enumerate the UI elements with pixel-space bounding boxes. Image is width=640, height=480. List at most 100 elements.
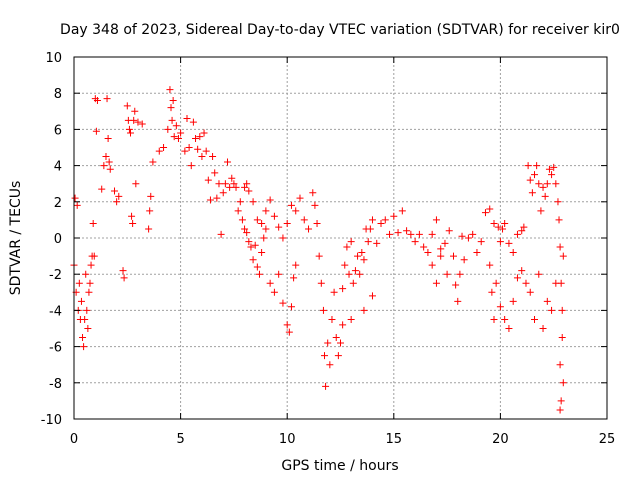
data-point bbox=[249, 256, 257, 264]
data-point bbox=[266, 196, 274, 204]
data-point bbox=[213, 194, 221, 202]
data-point bbox=[258, 220, 266, 228]
data-point bbox=[132, 180, 140, 188]
data-point bbox=[377, 220, 385, 228]
data-point bbox=[343, 243, 351, 251]
data-point bbox=[332, 334, 340, 342]
data-point bbox=[189, 118, 197, 126]
data-point bbox=[86, 279, 94, 287]
data-point bbox=[445, 227, 453, 235]
data-point bbox=[253, 216, 261, 224]
data-point bbox=[501, 315, 509, 323]
data-point bbox=[496, 303, 504, 311]
data-point bbox=[228, 174, 236, 182]
data-point bbox=[292, 261, 300, 269]
data-point bbox=[499, 225, 507, 233]
data-point bbox=[206, 196, 214, 204]
data-point bbox=[266, 279, 274, 287]
data-point bbox=[77, 297, 85, 305]
data-point bbox=[535, 270, 543, 278]
data-point bbox=[533, 162, 541, 170]
data-point bbox=[283, 220, 291, 228]
data-point bbox=[300, 216, 308, 224]
data-point bbox=[509, 248, 517, 256]
data-point bbox=[537, 207, 545, 215]
data-point bbox=[279, 299, 287, 307]
data-point bbox=[305, 225, 313, 233]
data-point bbox=[129, 220, 137, 228]
data-point bbox=[224, 158, 232, 166]
data-point bbox=[428, 261, 436, 269]
x-tick-label: 20 bbox=[492, 432, 509, 447]
x-tick-label: 5 bbox=[176, 432, 184, 447]
data-point bbox=[437, 245, 445, 253]
data-point bbox=[71, 194, 79, 202]
data-point bbox=[539, 325, 547, 332]
data-point bbox=[253, 263, 261, 271]
data-point bbox=[368, 216, 376, 224]
data-point bbox=[100, 162, 108, 170]
data-point bbox=[360, 256, 368, 264]
data-point bbox=[230, 180, 238, 188]
data-point bbox=[309, 189, 317, 197]
data-point bbox=[200, 129, 208, 137]
data-point bbox=[539, 183, 547, 191]
data-point bbox=[559, 379, 567, 387]
data-point bbox=[113, 198, 121, 206]
data-point bbox=[247, 243, 255, 251]
data-point bbox=[209, 153, 217, 161]
data-point bbox=[366, 225, 374, 233]
data-point bbox=[319, 306, 327, 314]
data-point bbox=[424, 248, 432, 256]
data-point bbox=[432, 279, 440, 287]
data-point bbox=[145, 225, 153, 233]
data-point bbox=[518, 267, 526, 275]
data-point bbox=[75, 279, 83, 287]
data-point bbox=[232, 183, 240, 191]
chart-title: Day 348 of 2023, Sidereal Day-to-day VTE… bbox=[60, 22, 620, 38]
data-point bbox=[548, 306, 556, 314]
data-point bbox=[543, 180, 551, 188]
y-tick-label: -10 bbox=[41, 413, 62, 428]
data-point bbox=[260, 234, 268, 242]
data-point bbox=[518, 227, 526, 235]
data-point bbox=[334, 352, 342, 360]
data-point bbox=[128, 212, 136, 220]
data-point bbox=[123, 102, 131, 110]
data-point bbox=[351, 267, 359, 275]
data-point bbox=[134, 118, 142, 126]
data-point bbox=[194, 145, 202, 153]
data-point bbox=[513, 230, 521, 238]
data-point bbox=[270, 288, 278, 296]
data-point bbox=[315, 252, 323, 260]
data-point bbox=[386, 230, 394, 238]
data-point bbox=[354, 252, 362, 260]
data-point bbox=[528, 189, 536, 197]
data-point bbox=[120, 274, 128, 282]
data-point bbox=[432, 216, 440, 224]
y-axis-label: SDTVAR / TECUs bbox=[8, 181, 24, 296]
data-point bbox=[368, 292, 376, 300]
data-point bbox=[167, 104, 175, 112]
data-point bbox=[317, 279, 325, 287]
data-point bbox=[102, 153, 110, 161]
data-point bbox=[345, 270, 353, 278]
data-point bbox=[73, 201, 81, 209]
data-point bbox=[177, 129, 185, 137]
x-tick-labels: 0 5 10 15 20 25 bbox=[70, 432, 615, 447]
data-point bbox=[550, 163, 558, 171]
data-point bbox=[411, 238, 419, 246]
data-point bbox=[486, 205, 494, 213]
data-point bbox=[79, 334, 87, 342]
data-point bbox=[245, 238, 253, 246]
y-tick-labels: -10 -8 -6 -4 -2 0 2 4 6 8 10 bbox=[41, 51, 62, 428]
data-point bbox=[490, 220, 498, 228]
data-point bbox=[93, 96, 101, 104]
data-point bbox=[262, 207, 270, 215]
x-tick-label: 10 bbox=[279, 432, 296, 447]
data-point bbox=[420, 243, 428, 251]
data-point bbox=[524, 162, 532, 170]
y-tick-label: 4 bbox=[54, 160, 62, 175]
data-point bbox=[509, 297, 517, 305]
